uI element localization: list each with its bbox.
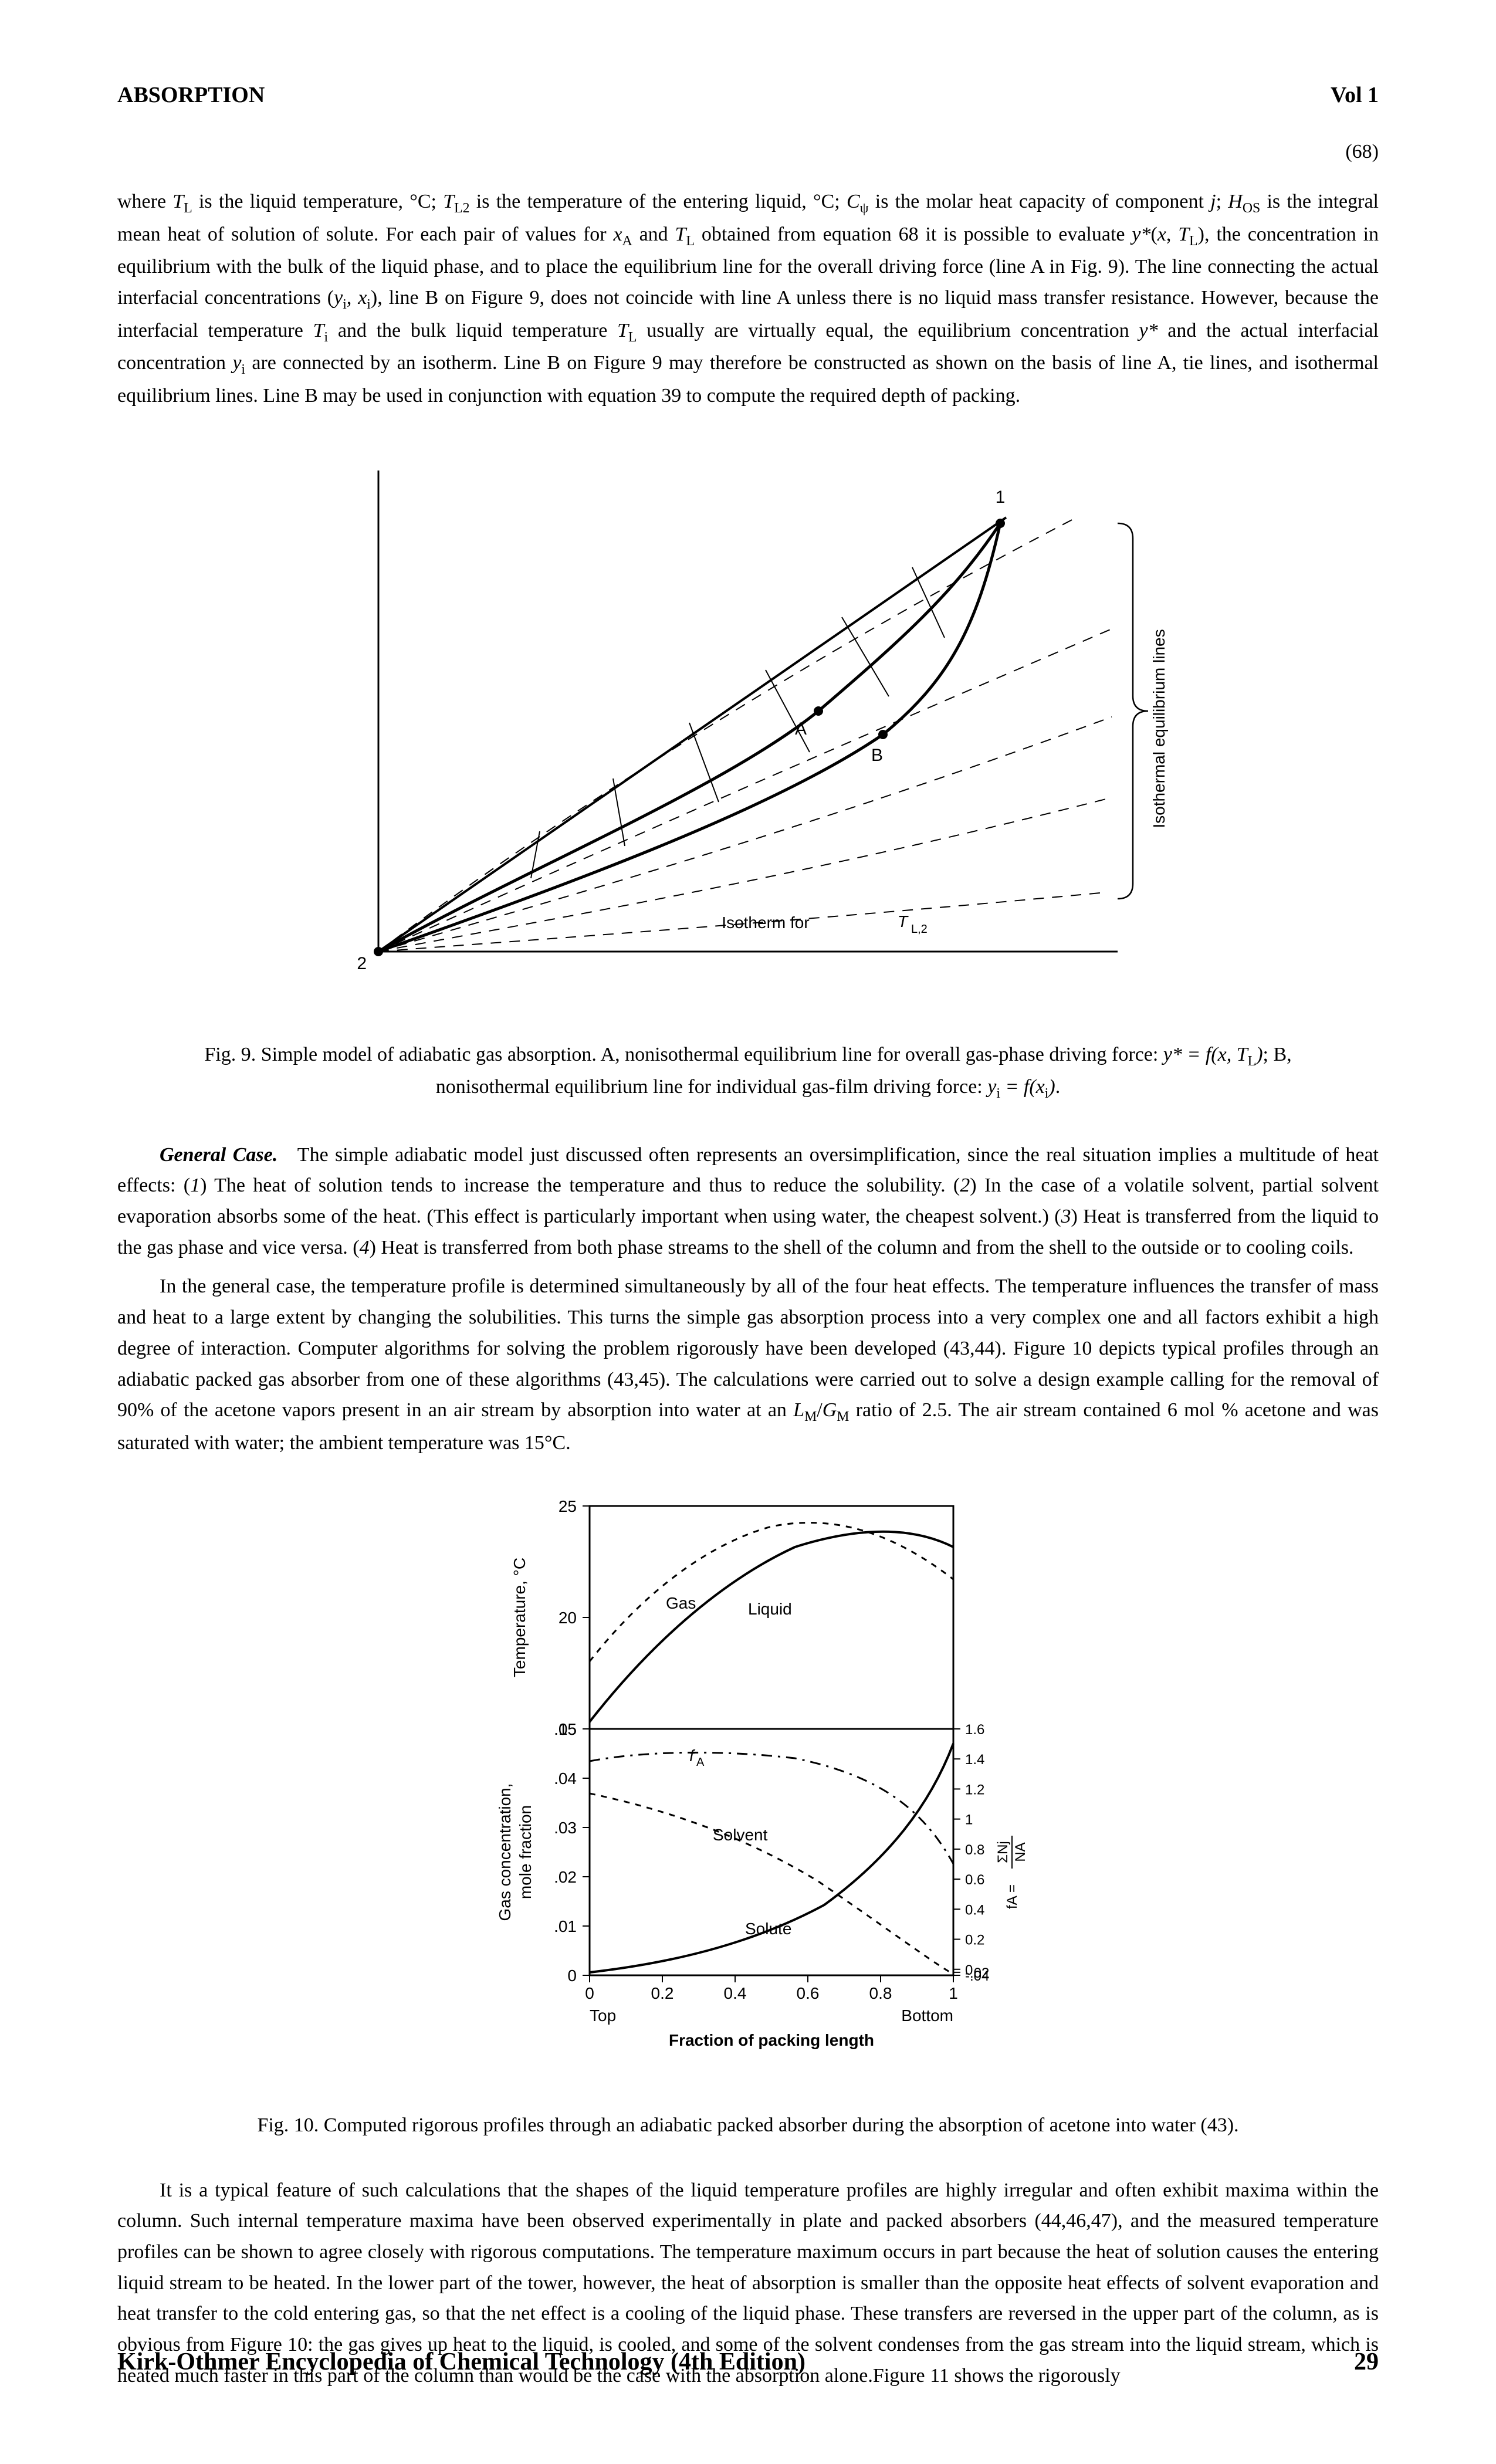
svg-text:1.4: 1.4 xyxy=(965,1752,984,1768)
svg-text:0.6: 0.6 xyxy=(797,1984,820,2002)
svg-text:1: 1 xyxy=(949,1984,958,2002)
svg-text:L,2: L,2 xyxy=(911,923,928,936)
svg-text:0.2: 0.2 xyxy=(965,1932,984,1948)
para1: where TL is the liquid temperature, °C; … xyxy=(117,187,1379,412)
svg-text:.02: .02 xyxy=(554,1868,577,1886)
para3: In the general case, the temperature pro… xyxy=(117,1271,1379,1458)
svg-text:mole fraction: mole fraction xyxy=(516,1805,534,1898)
header-right: Vol 1 xyxy=(1331,82,1379,108)
svg-text:A: A xyxy=(795,719,807,739)
para2: General Case. The simple adiabatic model… xyxy=(117,1140,1379,1264)
running-header: ABSORPTION Vol 1 xyxy=(117,82,1379,108)
figure-10: 152025Temperature, °CGasLiquid0.01.02.03… xyxy=(466,1483,1030,2093)
svg-text:Temperature, °C: Temperature, °C xyxy=(510,1557,529,1677)
svg-text:Bottom: Bottom xyxy=(901,2006,953,2025)
running-footer: Kirk-Othmer Encyclopedia of Chemical Tec… xyxy=(117,2348,1379,2376)
svg-text:25: 25 xyxy=(559,1497,577,1515)
general-case-label: General Case. xyxy=(160,1144,277,1166)
svg-text:0.2: 0.2 xyxy=(651,1984,674,2002)
svg-text:Isotherm for: Isotherm for xyxy=(722,913,809,932)
svg-text:0.4: 0.4 xyxy=(724,1984,747,2002)
svg-text:1.2: 1.2 xyxy=(965,1782,984,1798)
svg-text:0: 0 xyxy=(965,1962,973,1978)
svg-text:1: 1 xyxy=(965,1812,973,1827)
svg-text:T: T xyxy=(898,912,909,930)
svg-text:.05: .05 xyxy=(554,1720,577,1738)
figure-9-caption: Fig. 9. Simple model of adiabatic gas ab… xyxy=(191,1040,1305,1105)
svg-text:A: A xyxy=(696,1756,705,1769)
svg-text:0.4: 0.4 xyxy=(965,1902,984,1918)
svg-text:1.6: 1.6 xyxy=(965,1722,984,1738)
footer-left: Kirk-Othmer Encyclopedia of Chemical Tec… xyxy=(117,2348,805,2376)
svg-text:Solute: Solute xyxy=(745,1920,791,1938)
svg-text:2: 2 xyxy=(357,954,367,973)
svg-text:ΣNj: ΣNj xyxy=(995,1841,1011,1863)
svg-text:0: 0 xyxy=(567,1967,577,1985)
para2-text: The simple adiabatic model just discusse… xyxy=(117,1144,1379,1258)
svg-text:1: 1 xyxy=(996,488,1006,507)
svg-text:0.8: 0.8 xyxy=(869,1984,892,2002)
footer-right: 29 xyxy=(1354,2348,1379,2376)
svg-text:0.6: 0.6 xyxy=(965,1872,984,1888)
svg-text:.03: .03 xyxy=(554,1819,577,1837)
svg-text:0: 0 xyxy=(585,1984,594,2002)
svg-text:B: B xyxy=(871,746,883,765)
svg-text:Gas concentration,: Gas concentration, xyxy=(496,1783,514,1921)
figure-10-caption: Fig. 10. Computed rigorous profiles thro… xyxy=(191,2110,1305,2140)
svg-text:NA: NA xyxy=(1013,1842,1028,1861)
equation-number: (68) xyxy=(117,141,1379,163)
svg-text:20: 20 xyxy=(559,1609,577,1627)
body-general-case: General Case. The simple adiabatic model… xyxy=(117,1140,1379,1459)
svg-text:Liquid: Liquid xyxy=(748,1600,792,1618)
svg-text:Fraction of packing length: Fraction of packing length xyxy=(669,2031,874,2049)
svg-text:fA =: fA = xyxy=(1004,1884,1020,1909)
svg-text:Top: Top xyxy=(590,2006,616,2025)
svg-text:0.8: 0.8 xyxy=(965,1842,984,1857)
body-paragraph-1: where TL is the liquid temperature, °C; … xyxy=(117,187,1379,412)
svg-text:Isothermal equilibrium lines: Isothermal equilibrium lines xyxy=(1150,629,1168,828)
svg-text:.01: .01 xyxy=(554,1917,577,1935)
svg-text:f: f xyxy=(689,1747,696,1765)
svg-text:.04: .04 xyxy=(554,1769,577,1788)
header-left: ABSORPTION xyxy=(117,82,265,108)
svg-text:Solvent: Solvent xyxy=(713,1826,768,1844)
svg-text:Gas: Gas xyxy=(666,1594,696,1612)
figure-9: 1 2 A B Isotherm for TL,2 Isothermal equilibr… xyxy=(279,435,1217,1022)
